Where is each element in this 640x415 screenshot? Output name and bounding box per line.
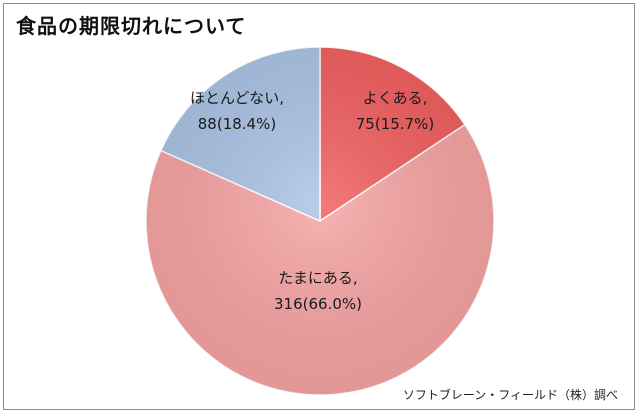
chart-title: 食品の期限切れについて: [16, 14, 247, 38]
pie-shading: [146, 47, 494, 395]
slice-label-2: たまにある,: [278, 269, 357, 287]
slice-value-2: 316(66.0%): [274, 295, 362, 313]
slice-value-1: 75(15.7%): [356, 115, 434, 133]
source-note: ソフトブレーン・フィールド（株）調べ: [402, 388, 618, 402]
slice-label-3: ほとんどない,: [190, 89, 284, 107]
slice-value-3: 88(18.4%): [198, 115, 276, 133]
slice-label-1: よくある,: [363, 89, 428, 107]
